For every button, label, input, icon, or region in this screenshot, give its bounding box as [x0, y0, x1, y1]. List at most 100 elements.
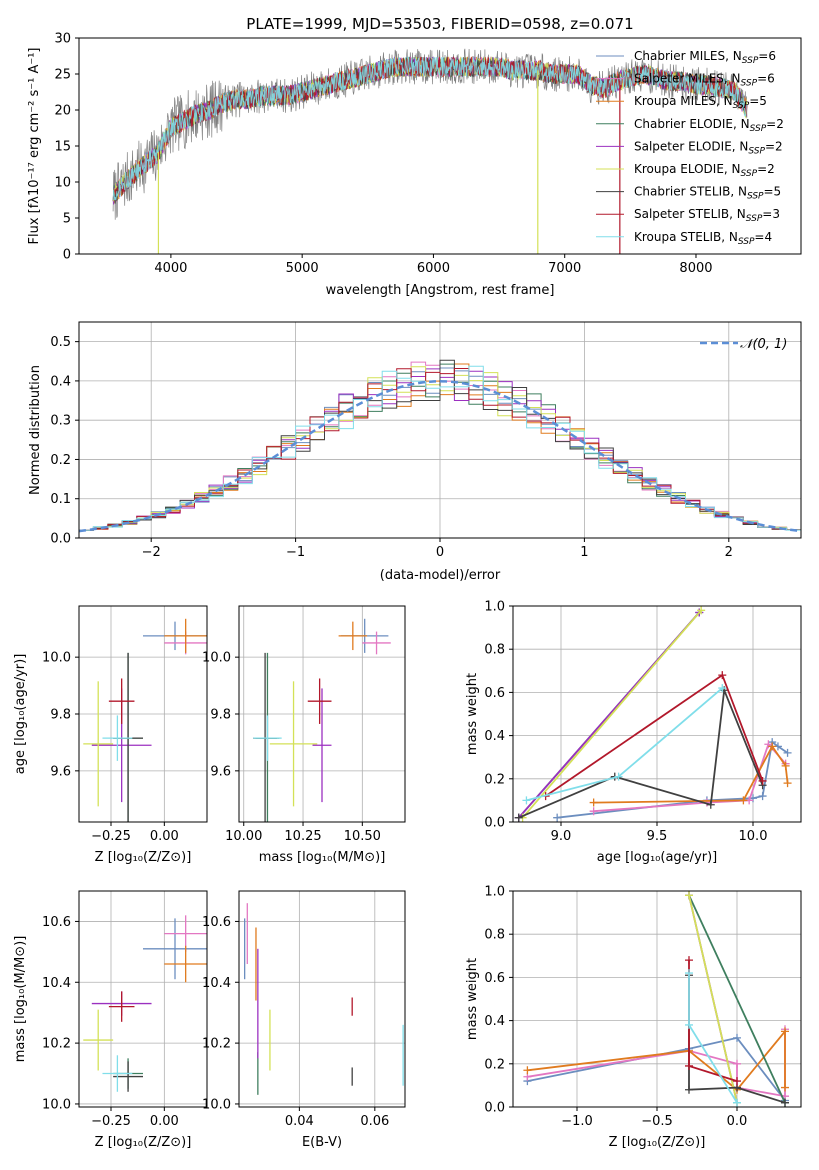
weight-marker: [589, 798, 598, 807]
panel-marks: [514, 606, 792, 822]
legend-label: Kroupa MILES, NSSP=5: [634, 94, 767, 111]
y-tick-label: 15: [54, 140, 71, 155]
weight-marker: [522, 796, 531, 805]
x-tick-label: 8000: [679, 261, 712, 276]
y-tick-label: 9.6: [50, 764, 71, 779]
spectrum-plot-area: [112, 48, 748, 254]
y-tick-label: 10.2: [202, 1037, 231, 1052]
panel-marks: [83, 618, 207, 822]
legend-label: Kroupa ELODIE, NSSP=2: [634, 162, 775, 179]
y-tick-label: 0.6: [484, 686, 505, 701]
weight-line: [527, 1029, 786, 1098]
weight-marker: [783, 748, 792, 757]
y-tick-label: 10.0: [42, 1097, 71, 1112]
x-tick-label: −0.25: [91, 829, 131, 844]
x-tick-label: 10.25: [284, 829, 321, 844]
spectrum-model-line: [112, 56, 748, 201]
y-tick-label: 0.0: [50, 532, 71, 547]
residuals-xlabel: (data-model)/error: [380, 568, 501, 583]
panel-xlabel: age [log₁₀(age/yr)]: [597, 850, 718, 865]
spectrum-ticks: 4000 5000 6000 7000 8000 0 5 10 15 20 25 30: [54, 32, 712, 277]
weight-line: [521, 609, 702, 819]
legend-label: Chabrier ELODIE, NSSP=2: [634, 117, 784, 134]
y-tick-label: 10.6: [42, 915, 71, 930]
legend-label: Salpeter MILES, NSSP=6: [634, 72, 775, 89]
panel-marks: [83, 915, 207, 1092]
x-tick-label: 0.04: [285, 1114, 314, 1129]
weight-marker: [697, 606, 706, 615]
y-tick-label: 0.8: [484, 643, 505, 658]
y-tick-label: 0.4: [484, 1014, 505, 1029]
panel-xlabel: Z [log₁₀(Z/Z⊙)]: [95, 1135, 192, 1150]
x-tick-label: 2: [725, 545, 733, 560]
panel-ylabel: mass weight: [465, 958, 480, 1040]
residuals-ticks: −2 −1 0 1 2 0.0 0.1 0.2 0.3 0.4 0.5: [50, 335, 733, 560]
x-tick-label: −1: [286, 545, 305, 560]
panel-grid: [239, 891, 405, 1107]
weight-marker: [685, 1085, 693, 1094]
weight-marker: [733, 1059, 741, 1068]
panel-ylabel: mass weight: [465, 673, 480, 755]
weight-marker: [781, 1098, 789, 1107]
panel-xlabel: mass [log₁₀(M/M⊙)]: [259, 850, 386, 865]
y-tick-label: 0: [63, 248, 71, 263]
legend-label: Salpeter STELIB, NSSP=3: [634, 207, 780, 224]
y-tick-label: 30: [54, 32, 71, 47]
spectrum-lines: [112, 48, 748, 254]
weight-line: [688, 894, 786, 1104]
spectrum-ylabel: Flux [fλ10⁻¹⁷ erg cm⁻² s⁻¹ A⁻¹]: [27, 48, 42, 245]
weight-marker: [718, 684, 727, 693]
weight-marker: [685, 891, 693, 900]
weight-line: [527, 1028, 786, 1091]
y-tick-label: 0.2: [50, 453, 71, 468]
spectrum-model-line: [112, 56, 748, 201]
y-tick-label: 10.0: [202, 651, 231, 666]
x-tick-label: 9.5: [647, 829, 668, 844]
y-tick-label: 10.0: [42, 651, 71, 666]
weight-marker: [733, 1098, 741, 1107]
x-tick-label: 0.06: [360, 1114, 389, 1129]
weight-vs-age-panel: 9.0 9.5 10.0 0.0 0.2 0.4 0.6 0.8 1.0 age [log₁₀(a…: [465, 600, 802, 865]
legend-label: Kroupa STELIB, NSSP=4: [634, 230, 772, 247]
panel-marks: [523, 891, 789, 1107]
panel-frame: [78, 890, 208, 1108]
residuals-panel: −2 −1 0 1 2 0.0 0.1 0.2 0.3 0.4 0.5 (data-model)/e…: [28, 321, 802, 583]
x-tick-label: 0.00: [150, 1114, 179, 1129]
panel-grid: [79, 606, 207, 822]
weight-marker: [739, 796, 748, 805]
panel-xlabel: Z [log₁₀(Z/Z⊙)]: [95, 850, 192, 865]
y-tick-label: 1.0: [484, 885, 505, 900]
x-tick-label: −1.0: [561, 1114, 593, 1129]
weight-marker: [553, 813, 562, 822]
weight-marker: [781, 1083, 789, 1092]
weight-line: [527, 1036, 786, 1102]
weight-line: [688, 895, 738, 1103]
legend-label: Chabrier STELIB, NSSP=5: [634, 185, 781, 202]
y-tick-label: 0.3: [50, 414, 71, 429]
x-tick-label: 0.00: [150, 829, 179, 844]
y-tick-label: 0.8: [484, 928, 505, 943]
panel-marks: [244, 903, 404, 1095]
y-tick-label: 9.8: [50, 708, 71, 723]
x-tick-label: 7000: [548, 261, 581, 276]
weight-marker: [706, 800, 715, 809]
panel-xlabel: Z [log₁₀(Z/Z⊙)]: [609, 1135, 706, 1150]
y-tick-label: 0.0: [484, 1101, 505, 1116]
x-tick-label: 10.50: [344, 829, 381, 844]
age-vs-mass-panel: 10.00 10.25 10.50 9.6 9.8 10.0 mass [log₁₀(M/M…: [202, 605, 406, 865]
x-tick-label: 10.00: [225, 829, 262, 844]
spectrum-legend: Chabrier MILES, NSSP=6 Salpeter MILES, NS…: [596, 49, 784, 247]
weight-marker: [685, 1020, 693, 1029]
weight-line: [526, 687, 723, 802]
panel-xlabel: E(B-V): [302, 1135, 342, 1150]
y-tick-label: 0.5: [50, 335, 71, 350]
panel-ylabel: mass [log₁₀(M/M⊙)]: [13, 936, 28, 1063]
y-tick-label: 0.6: [484, 971, 505, 986]
spectrum-title: PLATE=1999, MJD=53503, FIBERID=0598, z=0…: [246, 15, 633, 33]
panel-frame: [238, 890, 406, 1108]
weight-vs-Z-panel: −1.0 −0.5 0.0 0.0 0.2 0.4 0.6 0.8 1.0 Z [log₁₀(Z/…: [465, 885, 802, 1150]
y-tick-label: 5: [63, 212, 71, 227]
x-tick-label: 5000: [286, 261, 319, 276]
x-tick-label: 4000: [154, 261, 187, 276]
